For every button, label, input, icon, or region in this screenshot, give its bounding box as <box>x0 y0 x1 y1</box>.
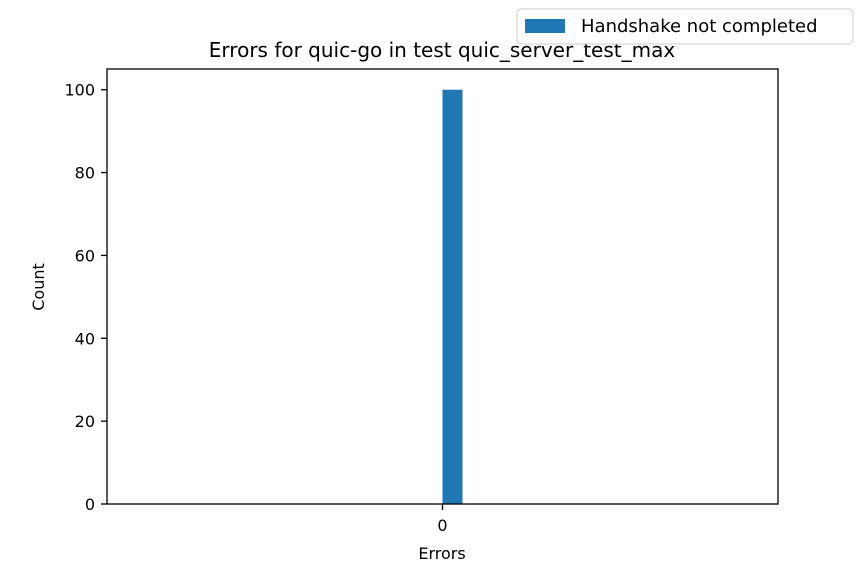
legend-label: Handshake not completed <box>581 16 818 37</box>
bars-layer <box>442 89 463 504</box>
y-axis: 0 20 40 60 80 100 <box>64 81 107 514</box>
legend: Handshake not completed <box>516 8 854 45</box>
y-tick-label: 80 <box>75 164 95 183</box>
x-tick-label: 0 <box>437 516 447 535</box>
y-tick-label: 100 <box>64 81 95 100</box>
y-tick-label: 20 <box>75 412 95 431</box>
legend-box <box>516 8 854 45</box>
y-tick-label: 60 <box>75 246 95 265</box>
x-axis: 0 <box>437 504 448 535</box>
bar <box>442 89 463 504</box>
x-axis-label: Errors <box>418 544 465 563</box>
y-tick-label: 40 <box>75 329 95 348</box>
y-tick-label: 0 <box>85 495 95 514</box>
legend-swatch <box>525 19 565 33</box>
y-axis-label: Count <box>29 263 48 311</box>
